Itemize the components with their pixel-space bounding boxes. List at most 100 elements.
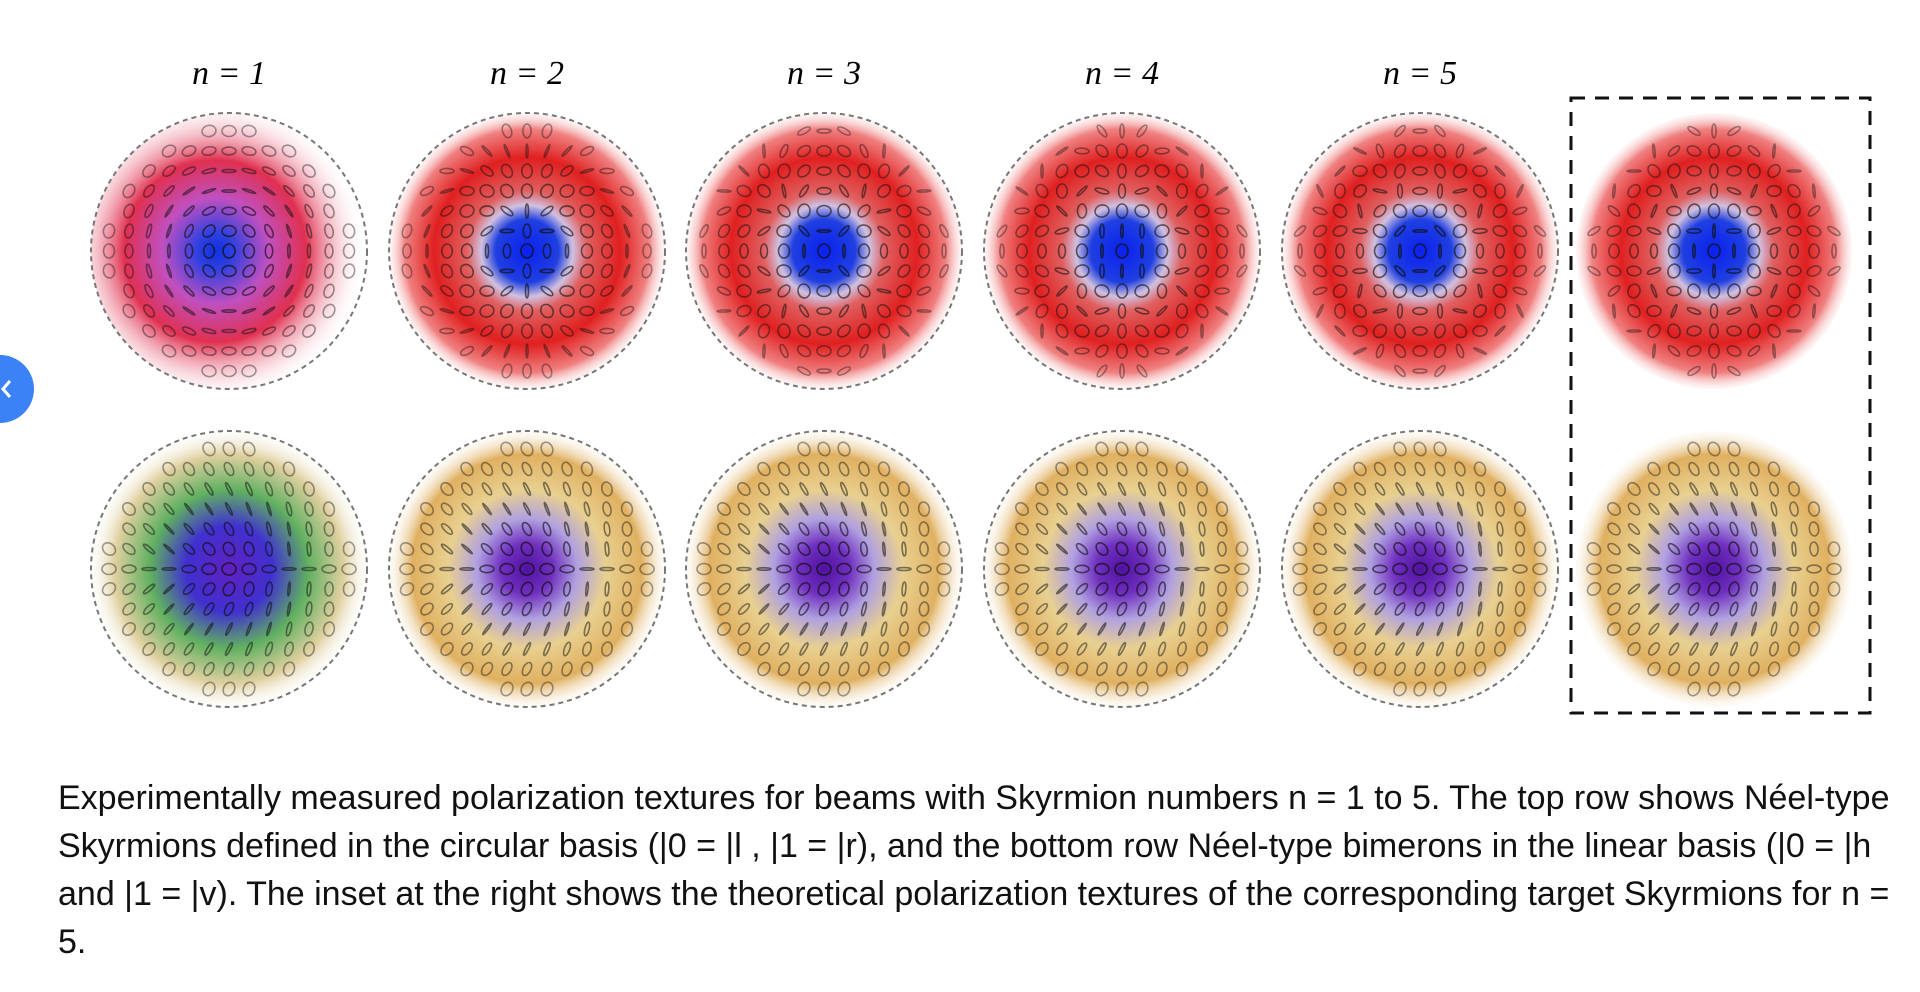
polarization-ellipse (817, 441, 831, 457)
polarization-ellipse (857, 243, 871, 259)
polarization-ellipse (1512, 564, 1528, 574)
polarization-ellipse (1174, 227, 1190, 235)
polarization-ellipse (323, 521, 335, 537)
side-button[interactable] (0, 353, 34, 425)
polarization-ellipse (285, 501, 293, 517)
polarization-ellipse (1397, 243, 1403, 259)
polarization-ellipse (756, 566, 772, 572)
polarization-ellipse (1313, 542, 1327, 556)
polarization-ellipse (1771, 601, 1777, 617)
polarization-ellipse (599, 566, 615, 572)
polarization-ellipse (1512, 224, 1528, 238)
polarization-ellipse (898, 165, 910, 177)
polarization-ellipse (1373, 243, 1387, 259)
boundary (983, 430, 1261, 708)
polarization-ellipse (502, 622, 512, 636)
polarization-ellipse (183, 522, 195, 536)
polarization-ellipse (1178, 621, 1186, 637)
polarization-ellipse (1116, 661, 1128, 677)
polarization-ellipse (304, 501, 314, 517)
polarization-ellipse (305, 223, 313, 239)
polarization-ellipse (203, 661, 215, 677)
polarization-ellipse (1138, 481, 1146, 497)
polarization-ellipse (1586, 582, 1602, 596)
polarization-ellipse (1313, 522, 1327, 536)
polarization-ellipse (1314, 243, 1326, 259)
polarization-ellipse (1436, 621, 1444, 637)
polarization-ellipse (502, 482, 512, 496)
polarization-ellipse (1136, 541, 1148, 557)
polarization-ellipse (736, 204, 752, 218)
polarization-ellipse (1040, 323, 1044, 339)
polarization-ellipse (439, 566, 455, 572)
polarization-ellipse (1492, 225, 1508, 237)
polarization-ellipse (1333, 583, 1347, 595)
polarization-ellipse (1393, 441, 1407, 457)
polarization-ellipse (816, 268, 832, 274)
polarization-ellipse (419, 305, 435, 317)
polarization-ellipse (756, 183, 772, 199)
polarization-ellipse (1452, 188, 1468, 194)
polarization-ellipse (440, 641, 454, 657)
polarization-ellipse (481, 622, 493, 636)
polarization-ellipse (1037, 243, 1047, 259)
polarization-ellipse (1515, 581, 1525, 597)
polarization-ellipse (1627, 283, 1641, 299)
column-label: n = 1 (192, 55, 266, 92)
polarization-ellipse (917, 223, 931, 239)
polarization-ellipse (1134, 187, 1150, 195)
polarization-ellipse (759, 243, 769, 259)
polarization-ellipse (1373, 204, 1387, 218)
polarization-ellipse (757, 323, 771, 339)
polarization-ellipse (539, 303, 555, 319)
polarization-ellipse (480, 225, 494, 237)
polarization-ellipse (717, 223, 731, 239)
polarization-ellipse (777, 284, 791, 298)
polarization-ellipse (1606, 501, 1622, 517)
polarization-ellipse (1116, 343, 1128, 359)
polarization-ellipse (423, 263, 431, 279)
polarization-ellipse (1354, 603, 1366, 615)
chevron-icon[interactable] (1, 380, 12, 398)
polarization-ellipse (919, 541, 929, 557)
polarization-ellipse (123, 283, 135, 299)
polarization-ellipse (916, 564, 932, 574)
polarization-ellipse (1154, 564, 1170, 574)
polarization-ellipse (716, 564, 732, 574)
polarization-ellipse (221, 168, 237, 174)
polarization-ellipse (1354, 502, 1366, 516)
polarization-ellipse (1707, 681, 1721, 697)
button-bg[interactable] (0, 355, 34, 423)
polarization-ellipse (881, 521, 887, 537)
polarization-ellipse (503, 343, 511, 359)
polarization-ellipse (1117, 183, 1127, 199)
polarization-ellipse (1629, 243, 1639, 259)
polarization-ellipse (1355, 243, 1365, 259)
polarization-ellipse (479, 304, 495, 318)
polarization-ellipse (798, 184, 810, 198)
polarization-ellipse (1076, 502, 1088, 516)
polarization-ellipse (817, 681, 831, 697)
polarization-ellipse (736, 284, 752, 298)
polarization-ellipse (579, 204, 595, 218)
polarization-ellipse (481, 522, 493, 536)
polarization-ellipse (1096, 461, 1108, 477)
polarization-ellipse (798, 265, 810, 277)
polarization-ellipse (583, 501, 591, 517)
boundary (90, 112, 368, 390)
polarization-ellipse (201, 345, 217, 357)
polarization-ellipse (1095, 582, 1109, 596)
polarization-ellipse (1726, 186, 1742, 196)
polarization-ellipse (777, 243, 791, 259)
polarization-ellipse (777, 461, 791, 477)
polarization-ellipse (241, 327, 257, 335)
polarization-ellipse (1074, 347, 1090, 355)
polarization-ellipse (1726, 228, 1742, 234)
polarization-ellipse (182, 661, 196, 677)
polarization-ellipse (837, 164, 851, 178)
polarization-ellipse (1056, 205, 1068, 217)
polarization-ellipse (1790, 521, 1798, 537)
polarization-ellipse (1516, 183, 1524, 199)
polarization-ellipse (1627, 543, 1641, 555)
polarization-ellipse (1686, 228, 1702, 234)
